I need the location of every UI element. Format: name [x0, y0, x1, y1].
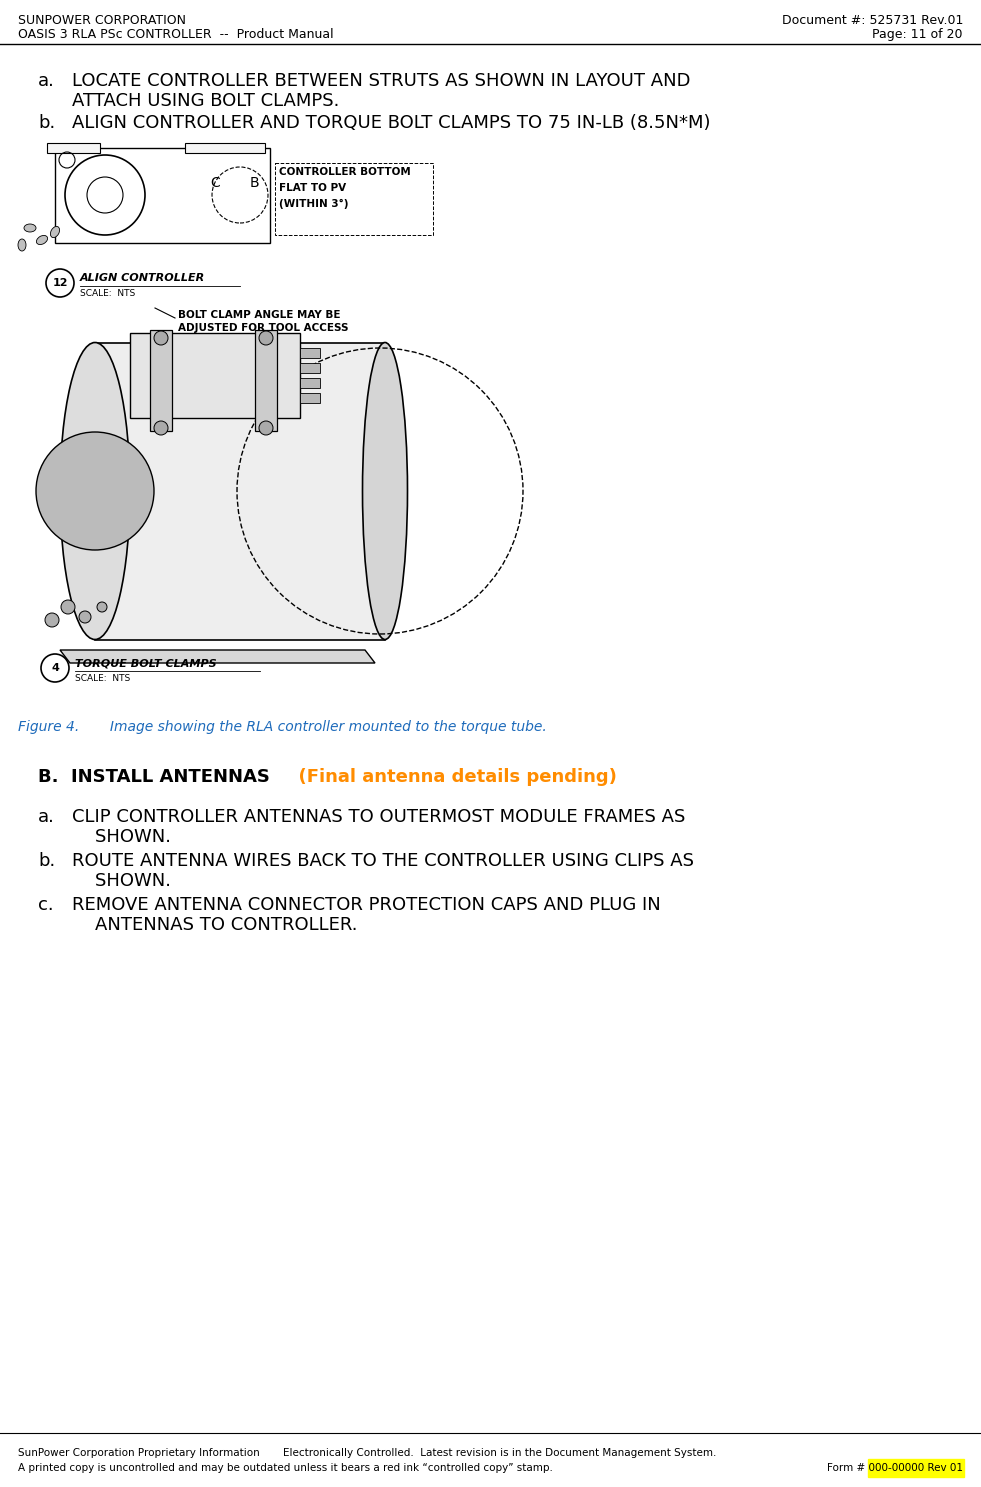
Text: a.: a.	[38, 807, 55, 825]
Text: ALIGN CONTROLLER: ALIGN CONTROLLER	[80, 274, 205, 283]
Text: Figure 4.       Image showing the RLA controller mounted to the torque tube.: Figure 4. Image showing the RLA controll…	[18, 720, 546, 735]
Ellipse shape	[36, 235, 47, 244]
Text: SUNPOWER CORPORATION: SUNPOWER CORPORATION	[18, 13, 186, 27]
Polygon shape	[95, 343, 385, 639]
Text: CONTROLLER BOTTOM: CONTROLLER BOTTOM	[279, 167, 411, 177]
Text: 4: 4	[51, 663, 59, 674]
Polygon shape	[150, 330, 172, 431]
Polygon shape	[300, 363, 320, 373]
Circle shape	[154, 332, 168, 345]
Polygon shape	[300, 393, 320, 403]
Circle shape	[45, 613, 59, 628]
Ellipse shape	[363, 342, 407, 639]
Circle shape	[36, 433, 154, 550]
Text: CLIP CONTROLLER ANTENNAS TO OUTERMOST MODULE FRAMES AS: CLIP CONTROLLER ANTENNAS TO OUTERMOST MO…	[72, 807, 686, 825]
Ellipse shape	[18, 239, 26, 251]
Text: c.: c.	[38, 897, 54, 915]
Text: (Final antenna details pending): (Final antenna details pending)	[286, 767, 617, 787]
Text: ADJUSTED FOR TOOL ACCESS: ADJUSTED FOR TOOL ACCESS	[178, 323, 348, 333]
Circle shape	[79, 611, 91, 623]
Text: SHOWN.: SHOWN.	[72, 828, 171, 846]
Circle shape	[41, 654, 69, 683]
Ellipse shape	[50, 226, 60, 238]
Text: B: B	[250, 175, 260, 190]
Text: REMOVE ANTENNA CONNECTOR PROTECTION CAPS AND PLUG IN: REMOVE ANTENNA CONNECTOR PROTECTION CAPS…	[72, 897, 661, 915]
Text: SCALE:  NTS: SCALE: NTS	[75, 674, 130, 683]
Text: b.: b.	[38, 114, 55, 132]
Text: Page: 11 of 20: Page: 11 of 20	[872, 28, 963, 42]
Text: a.: a.	[38, 71, 55, 91]
Polygon shape	[130, 333, 300, 418]
Ellipse shape	[24, 225, 36, 232]
Text: Form # 000-00000 Rev 01: Form # 000-00000 Rev 01	[827, 1463, 963, 1474]
Text: B.  INSTALL ANTENNAS: B. INSTALL ANTENNAS	[38, 767, 270, 787]
Text: 12: 12	[52, 278, 68, 288]
Circle shape	[154, 421, 168, 436]
Circle shape	[46, 269, 74, 297]
Text: OASIS 3 RLA PSc CONTROLLER  --  Product Manual: OASIS 3 RLA PSc CONTROLLER -- Product Ma…	[18, 28, 334, 42]
Text: ATTACH USING BOLT CLAMPS.: ATTACH USING BOLT CLAMPS.	[72, 92, 339, 110]
Circle shape	[97, 602, 107, 613]
Text: A printed copy is uncontrolled and may be outdated unless it bears a red ink “co: A printed copy is uncontrolled and may b…	[18, 1463, 553, 1474]
Polygon shape	[300, 378, 320, 388]
Text: ROUTE ANTENNA WIRES BACK TO THE CONTROLLER USING CLIPS AS: ROUTE ANTENNA WIRES BACK TO THE CONTROLL…	[72, 852, 694, 870]
Text: ANTENNAS TO CONTROLLER.: ANTENNAS TO CONTROLLER.	[72, 916, 357, 934]
Text: Document #: 525731 Rev.01: Document #: 525731 Rev.01	[782, 13, 963, 27]
Text: SHOWN.: SHOWN.	[72, 871, 171, 891]
Text: SunPower Corporation Proprietary Information: SunPower Corporation Proprietary Informa…	[18, 1448, 260, 1457]
Polygon shape	[185, 143, 265, 153]
Text: (WITHIN 3°): (WITHIN 3°)	[279, 199, 348, 210]
Polygon shape	[47, 143, 100, 153]
FancyBboxPatch shape	[868, 1459, 964, 1477]
Text: LOCATE CONTROLLER BETWEEN STRUTS AS SHOWN IN LAYOUT AND: LOCATE CONTROLLER BETWEEN STRUTS AS SHOW…	[72, 71, 691, 91]
Circle shape	[259, 421, 273, 436]
Polygon shape	[255, 330, 277, 431]
Circle shape	[61, 599, 75, 614]
Text: SCALE:  NTS: SCALE: NTS	[80, 288, 135, 297]
Circle shape	[259, 332, 273, 345]
Polygon shape	[60, 650, 375, 663]
Text: ALIGN CONTROLLER AND TORQUE BOLT CLAMPS TO 75 IN-LB (8.5N*M): ALIGN CONTROLLER AND TORQUE BOLT CLAMPS …	[72, 114, 710, 132]
Text: Electronically Controlled.  Latest revision is in the Document Management System: Electronically Controlled. Latest revisi…	[284, 1448, 717, 1457]
Polygon shape	[300, 348, 320, 358]
Text: BOLT CLAMP ANGLE MAY BE: BOLT CLAMP ANGLE MAY BE	[178, 309, 340, 320]
Text: b.: b.	[38, 852, 55, 870]
Text: FLAT TO PV: FLAT TO PV	[279, 183, 346, 193]
Text: TORQUE BOLT CLAMPS: TORQUE BOLT CLAMPS	[75, 659, 217, 668]
Ellipse shape	[60, 342, 130, 639]
Text: C: C	[210, 175, 220, 190]
